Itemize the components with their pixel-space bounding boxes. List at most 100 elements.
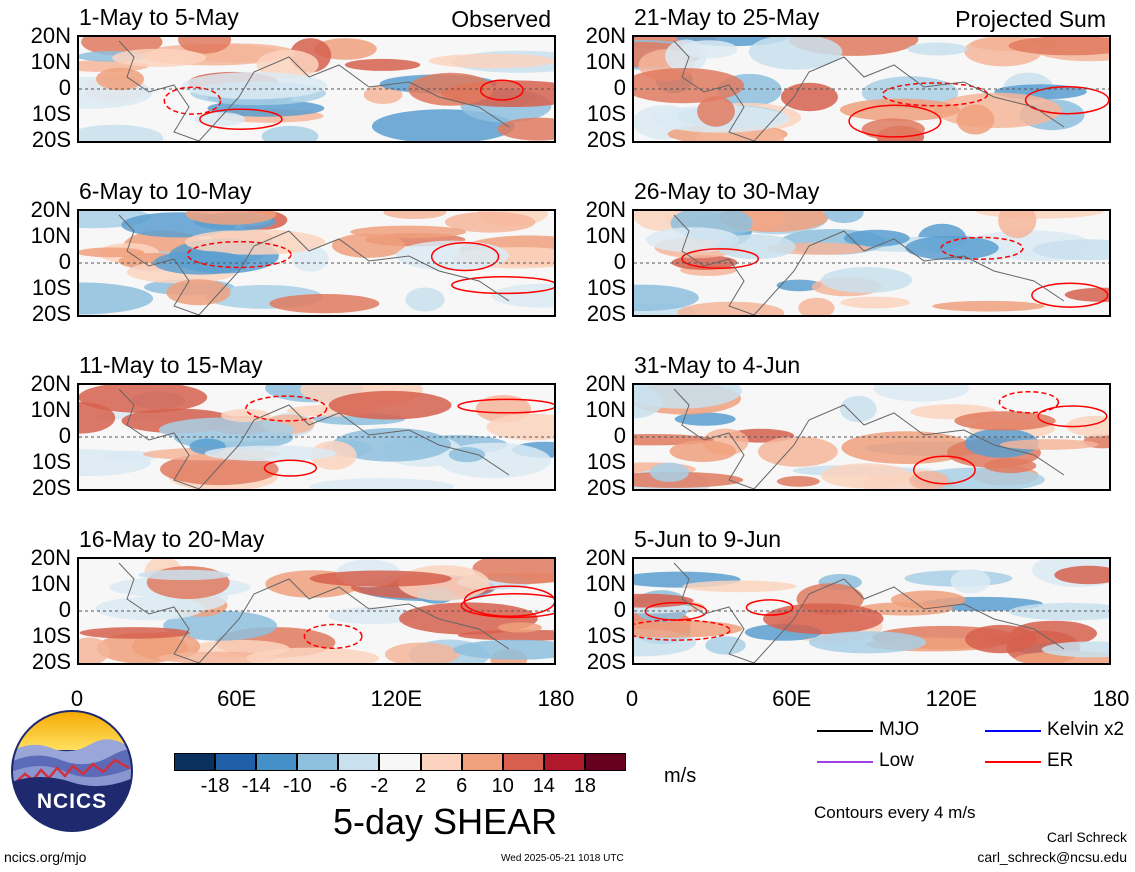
lon-tick-label: 180: [1092, 686, 1130, 711]
legend-label: Kelvin x2: [1047, 719, 1125, 740]
colorbar-swatch: [338, 753, 380, 771]
shear-field: [79, 559, 554, 663]
colorbar-tick-label: 2: [414, 775, 427, 797]
lat-tick-label: 10N: [30, 223, 71, 248]
units-label: m/s: [664, 765, 697, 787]
lat-tick-label: 0: [58, 597, 71, 622]
colorbar-swatch: [256, 753, 298, 771]
colorbar-tick-label: 18: [573, 775, 597, 797]
lat-tick-label: 20N: [30, 545, 71, 570]
lat-tick-label: 10N: [585, 49, 626, 74]
legend-label: MJO: [879, 719, 920, 740]
map-panel: [77, 557, 556, 665]
lat-tick-label: 20N: [30, 23, 71, 48]
map-panel: [77, 383, 556, 491]
lat-tick-label: 10S: [31, 275, 71, 300]
panel-title: 31-May to 4-Jun: [634, 352, 801, 378]
panel-title: 11-May to 15-May: [79, 352, 263, 378]
colorbar: [174, 753, 626, 771]
lat-tick-label: 0: [613, 75, 626, 100]
lat-tick-label: 10S: [586, 449, 626, 474]
colorbar-tick-label: -10: [282, 775, 312, 797]
lat-tick-label: 20N: [30, 197, 71, 222]
shear-field: [79, 385, 554, 489]
shear-field: [634, 559, 1109, 663]
lat-tick-label: 10S: [31, 623, 71, 648]
lat-tick-label: 10S: [586, 623, 626, 648]
logo-text: NCICS: [36, 790, 108, 813]
lat-tick-label: 20S: [586, 127, 626, 152]
lat-tick-label: 0: [58, 423, 71, 448]
footer-email: carl_schreck@ncsu.edu: [977, 849, 1127, 865]
legend-line-er: [985, 761, 1041, 763]
panel-title: 26-May to 30-May: [634, 178, 820, 204]
lon-tick-label: 0: [70, 686, 84, 711]
lat-tick-label: 20S: [31, 301, 71, 326]
colorbar-tick-label: 6: [456, 775, 468, 797]
lat-tick-label: 20S: [31, 475, 71, 500]
chart-title: 5-day SHEAR: [333, 801, 558, 842]
lon-tick-label: 120E: [925, 686, 978, 711]
contour-note: Contours every 4 m/s: [814, 803, 976, 822]
lon-tick-label: 60E: [217, 686, 257, 711]
legend-line-low: [817, 761, 873, 763]
shear-field: [79, 37, 554, 141]
lat-tick-label: 0: [58, 249, 71, 274]
colorbar-tick-label: 10: [491, 775, 514, 797]
lat-tick-label: 0: [613, 423, 626, 448]
lat-tick-label: 20N: [585, 371, 626, 396]
map-panel: [632, 383, 1111, 491]
footer-url: ncics.org/mjo: [4, 849, 87, 865]
panel-title: 21-May to 25-May: [634, 4, 820, 30]
colorbar-swatch: [502, 753, 544, 771]
lat-tick-label: 10N: [30, 397, 71, 422]
column-tag: Observed: [451, 6, 551, 32]
colorbar-swatch: [297, 753, 339, 771]
panel-title: 16-May to 20-May: [79, 526, 265, 552]
lat-tick-label: 10S: [586, 275, 626, 300]
footer-author: Carl Schreck: [1046, 829, 1127, 845]
map-panel: [77, 209, 556, 317]
map-panel: [632, 209, 1111, 317]
lat-tick-label: 20N: [585, 197, 626, 222]
lat-tick-label: 0: [613, 597, 626, 622]
colorbar-swatch: [174, 753, 216, 771]
panel-title: 5-Jun to 9-Jun: [634, 526, 782, 552]
lat-tick-label: 20N: [585, 23, 626, 48]
lat-tick-label: 10S: [586, 101, 626, 126]
colorbar-tick-label: -2: [370, 775, 389, 797]
colorbar-swatch: [543, 753, 585, 771]
colorbar-swatch: [215, 753, 257, 771]
colorbar-swatch: [461, 753, 503, 771]
footer-timestamp: Wed 2025-05-21 1018 UTC: [501, 853, 624, 864]
lon-tick-label: 60E: [772, 686, 812, 711]
colorbar-tick-label: -18: [200, 775, 230, 797]
lat-tick-label: 20S: [586, 301, 626, 326]
colorbar-tick-label: 14: [532, 775, 555, 797]
map-panel: [632, 557, 1111, 665]
lat-tick-label: 20N: [585, 545, 626, 570]
lat-tick-label: 10N: [585, 397, 626, 422]
shear-field: [634, 37, 1109, 141]
colorbar-swatch: [420, 753, 462, 771]
ncics-logo: NCICS: [11, 710, 133, 832]
legend-label: Low: [879, 750, 914, 771]
lat-tick-label: 20S: [586, 649, 626, 674]
lat-tick-label: 10N: [585, 223, 626, 248]
legend-line-mjo: [817, 730, 873, 732]
shear-field: [634, 211, 1109, 315]
lat-tick-label: 20N: [30, 371, 71, 396]
lon-tick-label: 120E: [370, 686, 423, 711]
shear-field: [79, 211, 554, 315]
shear-field: [634, 385, 1109, 489]
panel-title: 6-May to 10-May: [79, 178, 252, 204]
lat-tick-label: 0: [613, 249, 626, 274]
colorbar-tick-label: -6: [329, 775, 348, 797]
lat-tick-label: 20S: [31, 649, 71, 674]
colorbar-swatch: [584, 753, 626, 771]
lat-tick-label: 10N: [30, 571, 71, 596]
legend-line-kelvin-x2: [985, 730, 1041, 732]
lon-tick-label: 0: [625, 686, 639, 711]
lon-tick-label: 180: [537, 686, 575, 711]
colorbar-tick-label: -14: [241, 775, 271, 797]
